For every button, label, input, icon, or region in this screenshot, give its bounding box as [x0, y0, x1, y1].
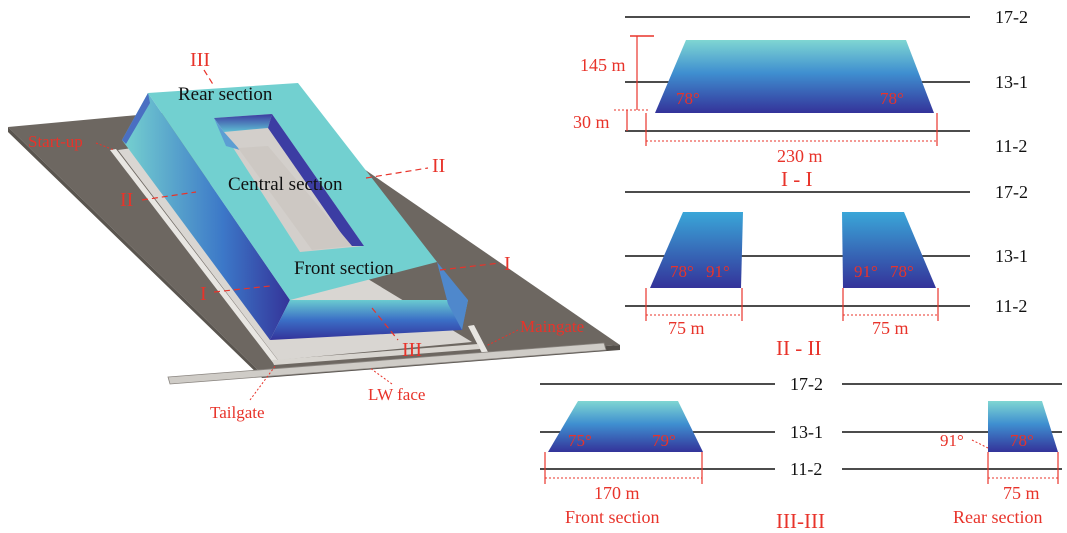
block-rear-face: [122, 93, 150, 144]
dim-75-left-label: 75 m: [668, 318, 705, 338]
layer-label-13-1-c: 13-1: [790, 422, 823, 442]
layer-label-11-2: 11-2: [995, 136, 1027, 156]
section-1-1: 17-2 13-1 11-2 145 m 30 m 230 m 78° 78° …: [573, 7, 1028, 191]
section-1-title: I - I: [781, 167, 812, 191]
inner-wall-right: [268, 114, 364, 246]
angle-2-left-b: 91°: [706, 262, 730, 281]
angle-3-front-left: 75°: [568, 431, 592, 450]
angle-3-rear-right: 78°: [1010, 431, 1034, 450]
dim-75-rear-label: 75 m: [1003, 483, 1040, 503]
section-2-right-mark: II: [432, 155, 445, 177]
block-right-side: [437, 262, 468, 330]
layer-label-17-2-b: 17-2: [995, 182, 1028, 202]
dim-145-label: 145 m: [580, 55, 626, 75]
section-2-right-line: [365, 167, 429, 179]
front-section-label: Front section: [294, 258, 394, 279]
tailgate-road: [110, 149, 280, 364]
maingate-label: Maingate: [520, 317, 584, 336]
section-3-3: 17-2 13-1 11-2 75° 79° 91° 78° 170 m Fro…: [540, 374, 1062, 533]
startup-leader: [95, 142, 115, 151]
angle-2-left-a: 78°: [670, 262, 694, 281]
lw-face-leader: [369, 367, 393, 385]
section-1-right-mark: I: [504, 253, 511, 275]
central-floor: [238, 146, 352, 250]
section-3-rear-block: [988, 401, 1058, 452]
layer-label-13-1: 13-1: [995, 72, 1028, 92]
model-3d: Rear section Central section Front secti…: [8, 49, 620, 422]
inner-wall-back: [214, 114, 272, 132]
startup-label: Start-up: [28, 132, 83, 151]
section-1-trapezoid: [655, 40, 934, 113]
section-3-top-mark: III: [190, 49, 210, 71]
ground-edge-left: [8, 127, 262, 378]
angle-right-1: 78°: [880, 89, 904, 108]
section-2-left-line: [141, 191, 197, 201]
angle-2-right-b: 78°: [890, 262, 914, 281]
angle-left-1: 78°: [676, 89, 700, 108]
lw-face-road-2: [272, 344, 480, 365]
tailgate-leader: [249, 364, 277, 401]
block-front-face: [270, 300, 468, 340]
dim-75-right-label: 75 m: [872, 318, 909, 338]
section-2-2: 17-2 13-1 11-2 78° 91° 91° 78° 75 m 75 m…: [625, 182, 1028, 360]
angle-3-front-right: 79°: [652, 431, 676, 450]
layer-label-17-2: 17-2: [995, 7, 1028, 27]
rear-section-label: Rear section: [178, 84, 273, 105]
section-3-title: III-III: [776, 509, 825, 533]
layer-label-11-2-b: 11-2: [995, 296, 1027, 316]
section-3-bottom-line: [371, 307, 399, 341]
section-1-left-mark: I: [200, 283, 207, 305]
section-3-bottom-mark: III: [402, 339, 422, 361]
dim-230-label: 230 m: [777, 146, 823, 166]
layer-label-11-2-c: 11-2: [790, 459, 822, 479]
section-2-right-block: [842, 212, 936, 288]
front-section-name: Front section: [565, 507, 660, 527]
maingate-leader: [485, 329, 519, 347]
section-2-left-mark: II: [120, 189, 133, 211]
layer-label-13-1-b: 13-1: [995, 246, 1028, 266]
section-2-left-block: [650, 212, 743, 288]
angle-3-rear-left: 91°: [940, 431, 964, 450]
section-3-front-block: [548, 401, 703, 452]
dim-30-label: 30 m: [573, 112, 610, 132]
section-1-right-line: [439, 262, 501, 271]
central-section-label: Central section: [228, 174, 343, 195]
lw-face-label: LW face: [368, 385, 425, 404]
angle-2-right-a: 91°: [854, 262, 878, 281]
block-left-side: [122, 93, 290, 340]
lw-face-road: [167, 342, 607, 385]
angle-3-rear-leader: [971, 439, 989, 449]
rear-section-name: Rear section: [953, 507, 1042, 527]
section-3-top-line: [203, 69, 215, 87]
inner-wall-left: [214, 118, 240, 150]
layer-label-17-2-c: 17-2: [790, 374, 823, 394]
dim-170-label: 170 m: [594, 483, 640, 503]
maingate-road: [468, 325, 488, 353]
tailgate-label: Tailgate: [210, 403, 265, 422]
section-2-title: II - II: [776, 336, 821, 360]
